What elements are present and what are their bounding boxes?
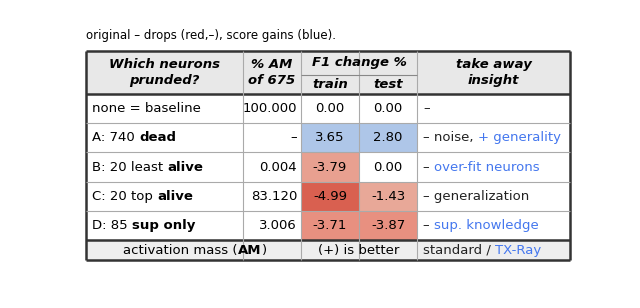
Text: D: 85: D: 85	[92, 219, 132, 232]
Bar	[359, 182, 417, 211]
Bar	[86, 94, 570, 123]
Text: 100.000: 100.000	[243, 102, 297, 115]
Text: standard /: standard /	[423, 244, 495, 257]
Text: -1.43: -1.43	[371, 190, 405, 203]
Bar	[301, 152, 359, 182]
Text: –: –	[423, 102, 430, 115]
Text: 2.80: 2.80	[373, 131, 403, 144]
Text: –: –	[423, 219, 434, 232]
Text: -3.87: -3.87	[371, 219, 405, 232]
Text: AM: AM	[238, 244, 262, 257]
Bar	[359, 211, 417, 240]
Text: sup. knowledge: sup. knowledge	[434, 219, 539, 232]
Text: 0.00: 0.00	[316, 102, 344, 115]
Text: A: 740: A: 740	[92, 131, 140, 144]
Bar	[86, 51, 570, 94]
Text: – generalization: – generalization	[423, 190, 529, 203]
Text: test: test	[373, 78, 403, 91]
Text: -4.99: -4.99	[313, 190, 347, 203]
Text: -3.79: -3.79	[313, 160, 347, 174]
Text: C: 20 top: C: 20 top	[92, 190, 157, 203]
Text: 83.120: 83.120	[251, 190, 297, 203]
Bar	[301, 123, 359, 152]
Text: 0.00: 0.00	[373, 160, 403, 174]
Text: % AM
of 675: % AM of 675	[248, 58, 296, 87]
Text: –: –	[291, 131, 297, 144]
Text: 3.006: 3.006	[259, 219, 297, 232]
Bar	[301, 182, 359, 211]
Text: 0.004: 0.004	[259, 160, 297, 174]
Text: alive: alive	[157, 190, 193, 203]
Bar	[301, 211, 359, 240]
Text: none = baseline: none = baseline	[92, 102, 201, 115]
Text: train: train	[312, 78, 348, 91]
Text: alive: alive	[168, 160, 204, 174]
Text: + generality: + generality	[478, 131, 561, 144]
Text: – noise,: – noise,	[423, 131, 478, 144]
Text: 0.00: 0.00	[373, 102, 403, 115]
Bar	[359, 123, 417, 152]
Text: B: 20 least: B: 20 least	[92, 160, 168, 174]
Text: –: –	[423, 160, 434, 174]
Bar	[86, 123, 570, 152]
Text: (+) is better: (+) is better	[318, 244, 400, 257]
Text: dead: dead	[140, 131, 177, 144]
Text: take away
insight: take away insight	[456, 58, 531, 87]
Text: TX-Ray: TX-Ray	[495, 244, 541, 257]
Text: ): )	[262, 244, 267, 257]
Text: original – drops (red,–), score gains (blue).: original – drops (red,–), score gains (b…	[86, 29, 336, 42]
Bar	[86, 240, 570, 260]
Text: activation mass (: activation mass (	[124, 244, 238, 257]
Text: 3.65: 3.65	[315, 131, 345, 144]
Bar	[86, 152, 570, 182]
Text: over-fit neurons: over-fit neurons	[434, 160, 540, 174]
Text: F1 change %: F1 change %	[312, 56, 406, 69]
Text: Which neurons
prunded?: Which neurons prunded?	[109, 58, 220, 87]
Text: -3.71: -3.71	[313, 219, 347, 232]
Text: sup only: sup only	[132, 219, 196, 232]
Bar	[86, 211, 570, 240]
Bar	[86, 182, 570, 211]
